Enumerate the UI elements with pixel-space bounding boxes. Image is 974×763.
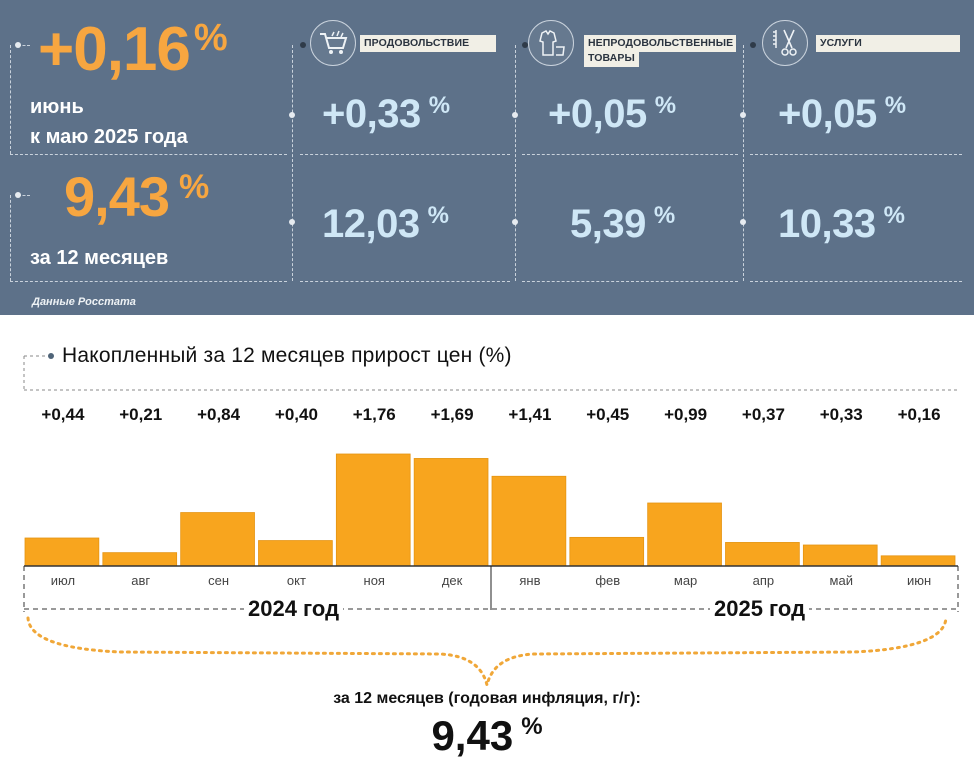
frame-dot: [522, 42, 528, 48]
bar-value-label: +0,16: [898, 405, 941, 424]
services-annual-value: 10,33%: [778, 202, 905, 246]
category-label-services: УСЛУГИ: [816, 35, 960, 52]
month-tick-label: авг: [131, 573, 150, 588]
frame-dot: [512, 219, 518, 225]
month-tick-label: окт: [287, 573, 306, 588]
bar-апр: [725, 542, 800, 567]
bar-value-label: +1,41: [508, 405, 551, 424]
bar-июл: [24, 537, 100, 567]
frame-line: [10, 45, 11, 154]
month-tick-label: мар: [674, 573, 697, 588]
bar-value-label: +1,76: [353, 405, 396, 424]
monthly-period-label: июнь к маю 2025 года: [30, 96, 188, 148]
bar-value-label: +0,44: [41, 405, 85, 424]
category-label-nonfood: НЕПРОДОВОЛЬСТВЕННЫЕ: [584, 35, 736, 52]
annual-inflation-caption: за 12 месяцев (годовая инфляция, г/г):: [333, 690, 641, 707]
bar-value-label: +0,21: [119, 405, 162, 424]
bar-фев: [569, 536, 645, 567]
chart-title: Накопленный за 12 месяцев прирост цен (%…: [62, 344, 512, 367]
year-label-2024: 2024 год: [244, 596, 344, 622]
title-dot: [48, 353, 54, 359]
frame-line: [750, 154, 962, 155]
nonfood-annual-value: 5,39%: [570, 202, 675, 246]
frame-line: [10, 154, 287, 155]
bar-value-label: +1,69: [431, 405, 474, 424]
bar-value-label: +0,37: [742, 405, 785, 424]
frame-dot: [740, 112, 746, 118]
bar-value-label: +0,99: [664, 405, 707, 424]
annual-period-label: за 12 месяцев: [30, 247, 169, 269]
month-tick-label: янв: [519, 573, 540, 588]
frame-line: [10, 281, 287, 282]
bar-дек: [413, 458, 489, 567]
month-tick-label: сен: [208, 573, 229, 588]
bar-value-label: +0,45: [586, 405, 629, 424]
month-tick-label: дек: [442, 573, 463, 588]
services-monthly-value: +0,05%: [778, 92, 906, 136]
frame-line: [300, 281, 510, 282]
frame-dot: [15, 192, 21, 198]
frame-line: [522, 281, 738, 282]
month-tick-label: май: [830, 573, 853, 588]
frame-dot: [512, 112, 518, 118]
frame-dot: [289, 219, 295, 225]
frame-line: [18, 195, 30, 196]
frame-line: [750, 281, 962, 282]
frame-dot: [750, 42, 756, 48]
frame-dot: [300, 42, 306, 48]
frame-line: [522, 154, 738, 155]
scissors-comb-icon: [762, 20, 808, 66]
frame-line: [18, 45, 30, 46]
category-label-nonfood-line2: ТОВАРЫ: [584, 50, 639, 67]
data-source-note: Данные Росстата: [32, 296, 136, 308]
nonfood-monthly-value: +0,05%: [548, 92, 676, 136]
month-tick-label: ноя: [364, 573, 385, 588]
monthly-inflation-bar-chart: +0,44 +0,21 +0,84 +0,40 +1,76 +1,69 +1,41 +0,45…: [23, 353, 960, 686]
annual-inflation-value: 9,43%: [64, 165, 210, 228]
bar-value-label: +0,33: [820, 405, 863, 424]
frame-dot: [740, 219, 746, 225]
annual-brace: [26, 616, 948, 686]
bar-мар: [647, 502, 722, 567]
food-annual-value: 12,03%: [322, 202, 449, 246]
bar-ноя: [335, 453, 411, 567]
month-tick-label: июн: [907, 573, 931, 588]
category-label-food: ПРОДОВОЛЬСТВИЕ: [360, 35, 496, 52]
frame-line: [300, 154, 510, 155]
food-monthly-value: +0,33%: [322, 92, 450, 136]
frame-dot: [15, 42, 21, 48]
month-tick-label: апр: [753, 573, 775, 588]
monthly-inflation-value: +0,16%: [38, 15, 228, 84]
bar-май: [802, 544, 878, 567]
bar-value-label: +0,40: [275, 405, 318, 424]
column-divider: [743, 45, 744, 281]
bar-июн: [880, 555, 956, 567]
bar-янв: [491, 475, 567, 567]
month-tick-label: июл: [51, 573, 75, 588]
column-divider: [292, 45, 293, 281]
bar-авг: [102, 552, 178, 567]
year-label-2025: 2025 год: [710, 596, 810, 622]
annual-inflation-total: 9,43%: [431, 712, 543, 759]
month-tick-label: фев: [595, 573, 620, 588]
frame-dot: [289, 112, 295, 118]
bar-окт: [258, 540, 333, 567]
shopping-cart-icon: [310, 20, 356, 66]
frame-line: [10, 195, 11, 281]
clothes-icon: [528, 20, 574, 66]
bar-value-label: +0,84: [197, 405, 241, 424]
inflation-summary-panel: +0,16% июнь к маю 2025 года 9,43% за 12 …: [0, 0, 974, 315]
bar-сен: [180, 512, 255, 567]
column-divider: [515, 45, 516, 281]
